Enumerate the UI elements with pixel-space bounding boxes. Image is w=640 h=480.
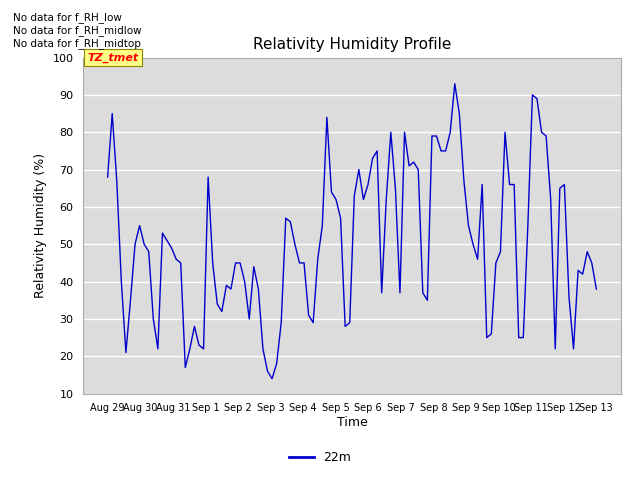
Text: TZ_tmet: TZ_tmet	[88, 52, 139, 63]
Y-axis label: Relativity Humidity (%): Relativity Humidity (%)	[34, 153, 47, 298]
Text: No data for f_RH_low: No data for f_RH_low	[13, 12, 122, 23]
X-axis label: Time: Time	[337, 416, 367, 429]
Title: Relativity Humidity Profile: Relativity Humidity Profile	[253, 37, 451, 52]
Text: No data for f_RH_midtop: No data for f_RH_midtop	[13, 38, 141, 49]
Text: No data for f_RH_midlow: No data for f_RH_midlow	[13, 25, 141, 36]
Legend: 22m: 22m	[284, 446, 356, 469]
